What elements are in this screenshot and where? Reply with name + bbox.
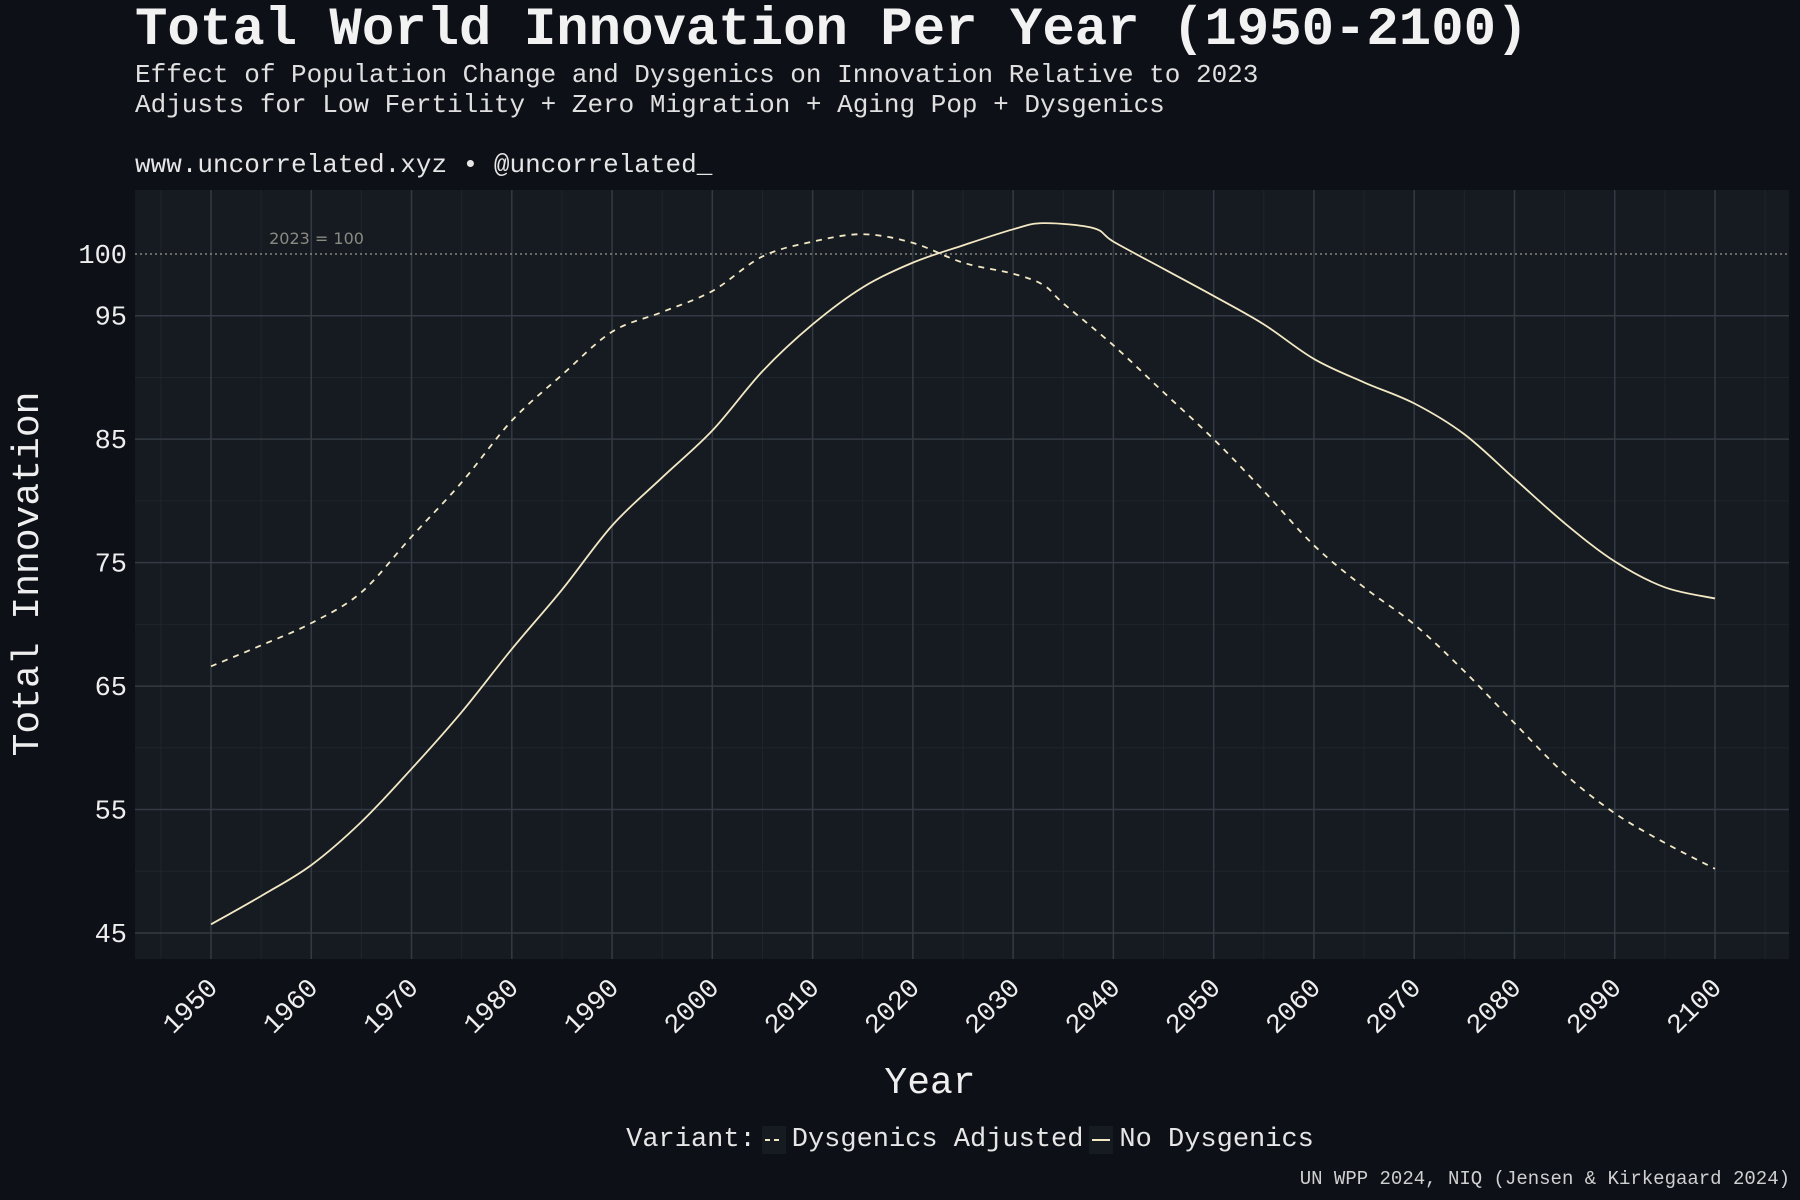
x-tick-label: 2030 [960,974,1027,1041]
x-tick-label: 2000 [660,974,727,1041]
x-tick-label: 1970 [359,974,426,1041]
plot-panel [135,190,1789,959]
y-tick-label: 100 [78,242,127,272]
x-tick-label: 2020 [860,974,927,1041]
x-tick-label: 2060 [1261,974,1328,1041]
y-tick-label: 45 [95,921,127,951]
y-axis-label: Total Innovation [7,392,50,757]
x-tick-label: 1950 [158,974,225,1041]
y-tick-label: 75 [95,551,127,581]
y-tick-label: 55 [95,798,127,828]
x-tick-label: 1980 [459,974,526,1041]
x-axis-label: Year [884,1062,975,1105]
legend-item-dysgenics-adjusted: Dysgenics Adjusted [791,1125,1084,1155]
x-tick-label: 2010 [760,974,827,1041]
x-tick-label: 2040 [1061,974,1128,1041]
reference-line-label: 2023 = 100 [269,229,364,248]
legend-title: Variant: [626,1125,756,1155]
series-line-no-dysgenics [210,222,1716,926]
y-tick-label: 65 [95,674,127,704]
chart-subtitle-line-2: Adjusts for Low Fertility + Zero Migrati… [135,90,1165,120]
legend-key-dashed [761,1126,786,1154]
y-tick-label: 85 [95,427,127,457]
series-line-dysgenics-adjusted [210,233,1716,870]
chart-subtitle-line-1: Effect of Population Change and Dysgenic… [135,60,1259,90]
legend-item-no-dysgenics: No Dysgenics [1119,1125,1314,1155]
x-tick-label: 2090 [1562,974,1629,1041]
legend: Variant: Dysgenics Adjusted No Dysgenics [0,1125,1800,1155]
x-tick-label: 2070 [1362,974,1429,1041]
x-tick-label: 1960 [259,974,326,1041]
source-caption: UN WPP 2024, NIQ (Jensen & Kirkegaard 20… [1299,1168,1790,1190]
y-tick-label: 95 [95,304,127,334]
x-tick-label: 2080 [1462,974,1529,1041]
legend-key-solid [1089,1126,1114,1154]
x-tick-label: 2050 [1161,974,1228,1041]
x-tick-label: 1990 [559,974,626,1041]
x-tick-label: 2100 [1662,974,1729,1041]
website-credit: www.uncorrelated.xyz • @uncorrelated_ [135,150,713,180]
chart-title: Total World Innovation Per Year (1950-21… [135,0,1529,61]
